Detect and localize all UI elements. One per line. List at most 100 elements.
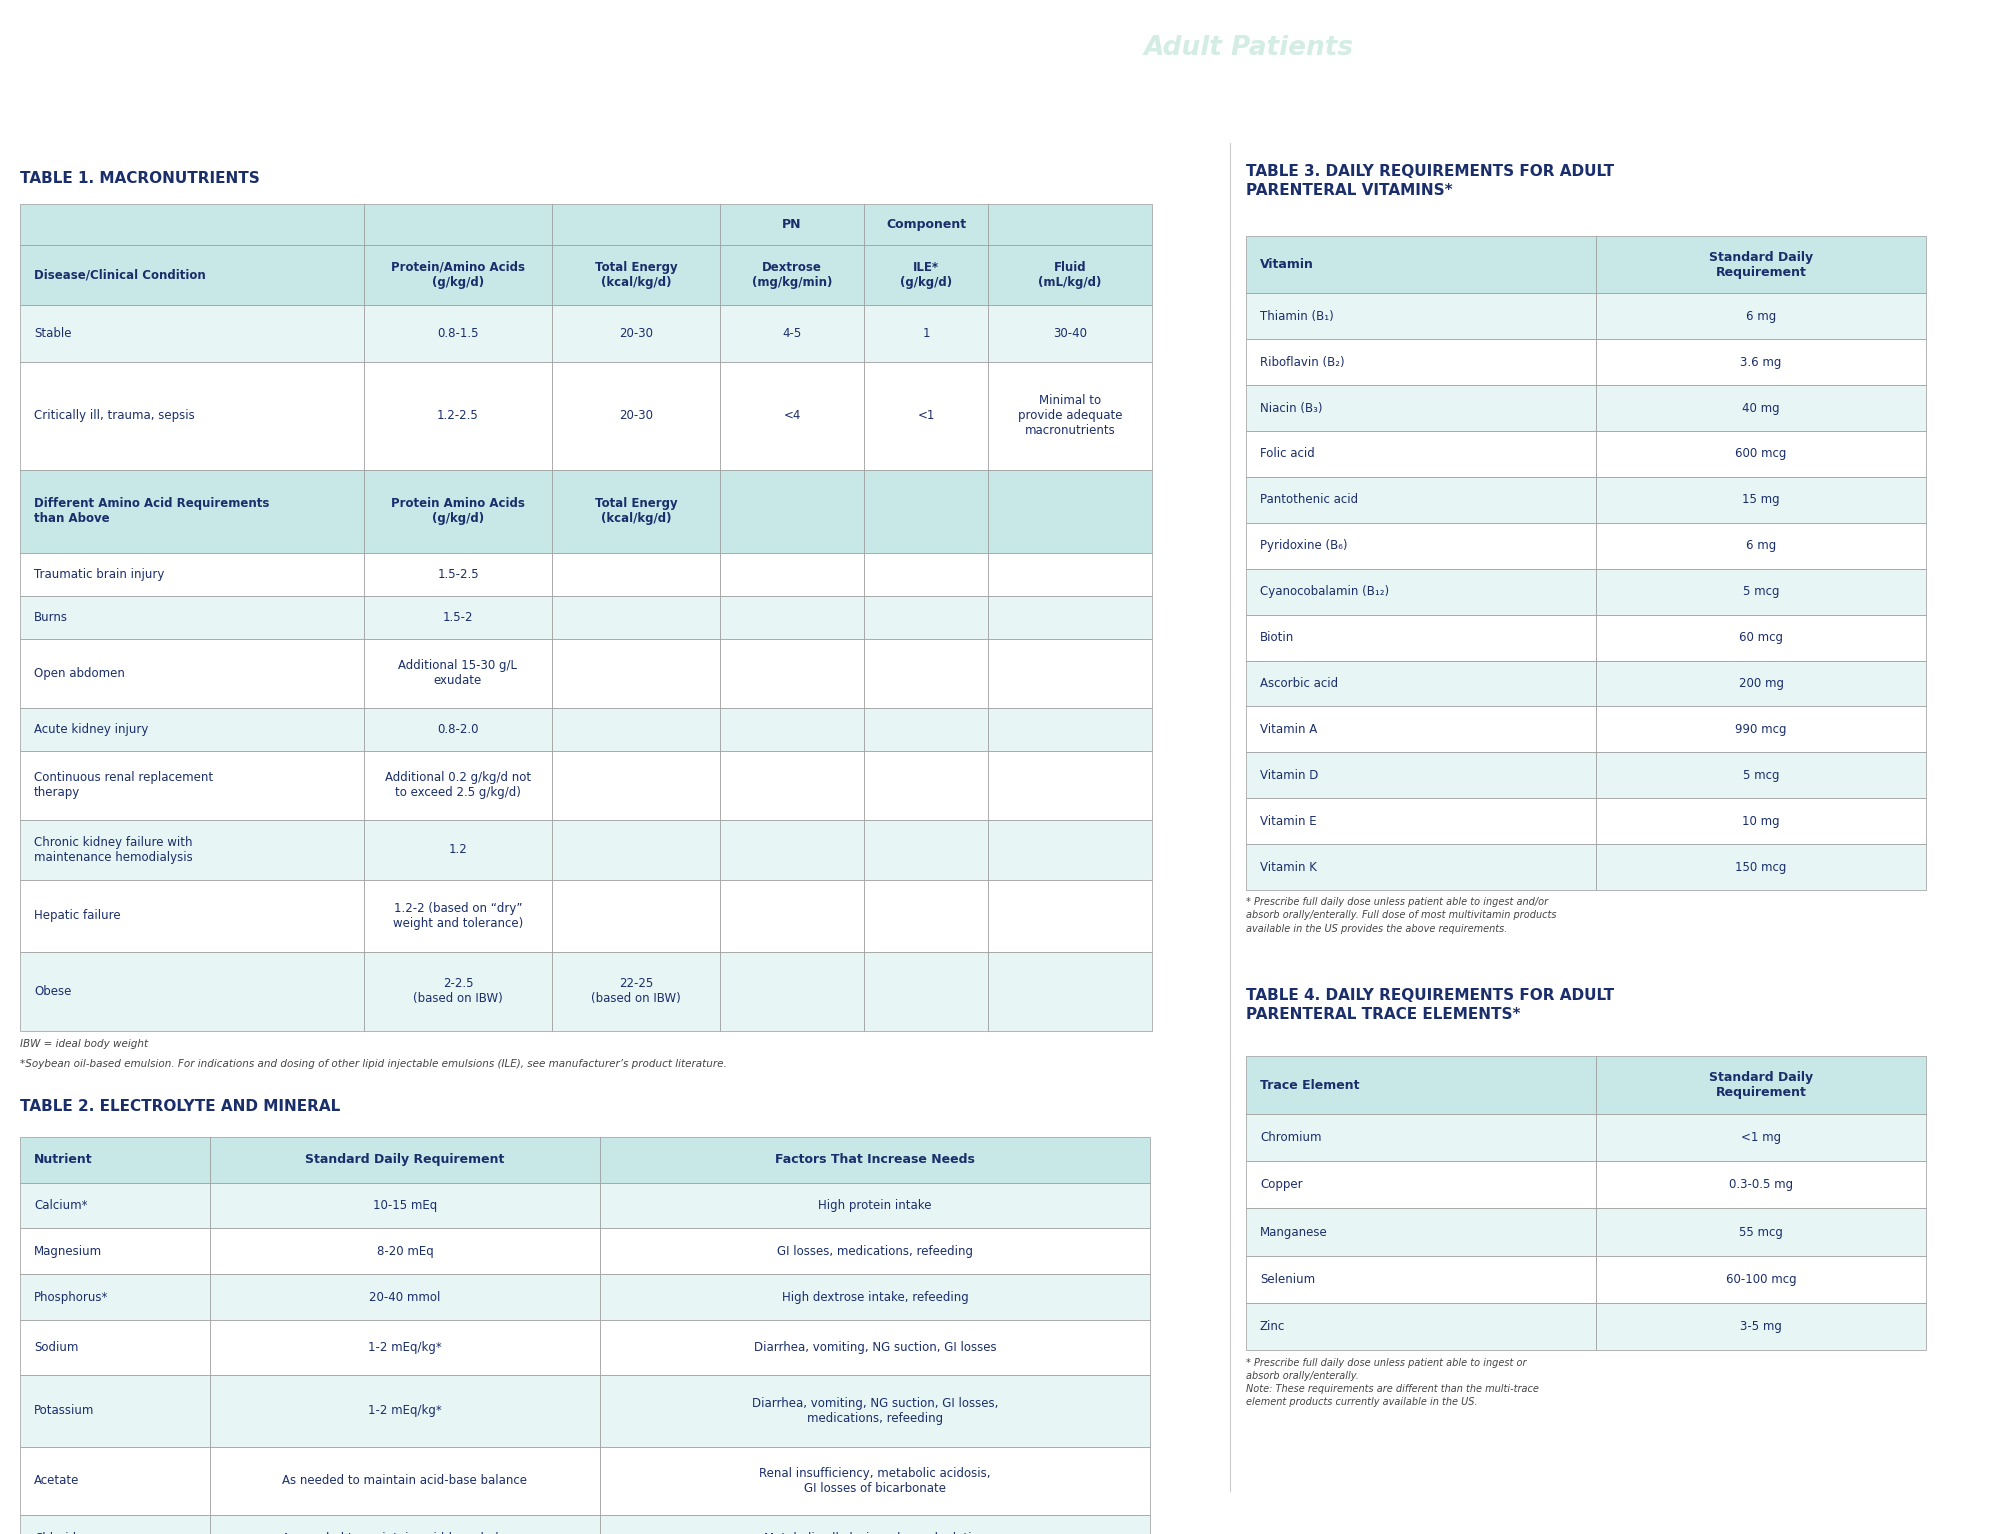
FancyBboxPatch shape	[210, 1229, 600, 1275]
FancyBboxPatch shape	[210, 1516, 600, 1534]
FancyBboxPatch shape	[1596, 1057, 1926, 1114]
FancyBboxPatch shape	[20, 881, 364, 951]
Text: 0.3-0.5 mg: 0.3-0.5 mg	[1728, 1178, 1794, 1192]
Text: Metabolic alkalosis, volume depletion: Metabolic alkalosis, volume depletion	[764, 1532, 986, 1534]
FancyBboxPatch shape	[552, 362, 720, 469]
FancyBboxPatch shape	[552, 881, 720, 951]
Text: Acute kidney injury: Acute kidney injury	[34, 723, 148, 736]
Text: Acetate: Acetate	[34, 1474, 80, 1488]
FancyBboxPatch shape	[552, 244, 720, 305]
Text: 6 mg: 6 mg	[1746, 540, 1776, 552]
FancyBboxPatch shape	[552, 204, 720, 244]
Text: Niacin (B₃): Niacin (B₃)	[1260, 402, 1322, 414]
FancyBboxPatch shape	[1246, 844, 1596, 890]
Text: 1-2 mEq/kg*: 1-2 mEq/kg*	[368, 1341, 442, 1355]
Text: Ascorbic acid: Ascorbic acid	[1260, 676, 1338, 690]
Text: <1 mg: <1 mg	[1740, 1131, 1782, 1144]
FancyBboxPatch shape	[600, 1183, 1150, 1229]
FancyBboxPatch shape	[20, 1516, 210, 1534]
FancyBboxPatch shape	[720, 204, 864, 244]
Text: 10-15 mEq: 10-15 mEq	[372, 1200, 438, 1212]
Text: 10 mg: 10 mg	[1742, 815, 1780, 828]
FancyBboxPatch shape	[364, 597, 552, 640]
FancyBboxPatch shape	[1246, 569, 1596, 615]
Text: Potassium: Potassium	[34, 1404, 94, 1417]
FancyBboxPatch shape	[1246, 523, 1596, 569]
FancyBboxPatch shape	[20, 1137, 210, 1183]
FancyBboxPatch shape	[20, 1374, 210, 1447]
FancyBboxPatch shape	[1596, 477, 1926, 523]
Text: Protein Amino Acids
(g/kg/d): Protein Amino Acids (g/kg/d)	[392, 497, 524, 525]
FancyBboxPatch shape	[364, 707, 552, 750]
Text: IBW = ideal body weight: IBW = ideal body weight	[20, 1039, 148, 1049]
Text: 20-30: 20-30	[620, 327, 652, 341]
Text: 55 mcg: 55 mcg	[1740, 1226, 1782, 1238]
FancyBboxPatch shape	[864, 951, 988, 1031]
Text: 200 mg: 200 mg	[1738, 676, 1784, 690]
FancyBboxPatch shape	[20, 707, 364, 750]
FancyBboxPatch shape	[210, 1137, 600, 1183]
FancyBboxPatch shape	[864, 362, 988, 469]
FancyBboxPatch shape	[20, 244, 364, 305]
Text: * Prescribe full daily dose unless patient able to ingest or
absorb orally/enter: * Prescribe full daily dose unless patie…	[1246, 1358, 1538, 1407]
Text: As needed to maintain acid-base balance: As needed to maintain acid-base balance	[282, 1474, 528, 1488]
FancyBboxPatch shape	[210, 1321, 600, 1374]
Text: As needed to maintain acid-base balance: As needed to maintain acid-base balance	[282, 1532, 528, 1534]
Text: Disease/Clinical Condition: Disease/Clinical Condition	[34, 268, 206, 281]
Text: TABLE 2. ELECTROLYTE AND MINERAL: TABLE 2. ELECTROLYTE AND MINERAL	[20, 1100, 340, 1114]
Text: 60 mcg: 60 mcg	[1740, 630, 1784, 644]
FancyBboxPatch shape	[1596, 615, 1926, 661]
FancyBboxPatch shape	[720, 707, 864, 750]
Text: *Soybean oil-based emulsion. For indications and dosing of other lipid injectabl: *Soybean oil-based emulsion. For indicat…	[20, 1060, 726, 1069]
Text: Chronic kidney failure with
maintenance hemodialysis: Chronic kidney failure with maintenance …	[34, 836, 192, 864]
FancyBboxPatch shape	[1596, 385, 1926, 431]
FancyBboxPatch shape	[1596, 752, 1926, 798]
FancyBboxPatch shape	[210, 1183, 600, 1229]
FancyBboxPatch shape	[1246, 752, 1596, 798]
FancyBboxPatch shape	[988, 204, 1152, 244]
Text: Burns: Burns	[34, 611, 68, 624]
Text: Chromium: Chromium	[1260, 1131, 1322, 1144]
FancyBboxPatch shape	[1596, 798, 1926, 844]
Text: Diarrhea, vomiting, NG suction, GI losses: Diarrhea, vomiting, NG suction, GI losse…	[754, 1341, 996, 1355]
Text: Vitamin K: Vitamin K	[1260, 861, 1316, 873]
FancyBboxPatch shape	[1246, 1256, 1596, 1302]
FancyBboxPatch shape	[20, 469, 364, 552]
FancyBboxPatch shape	[988, 597, 1152, 640]
FancyBboxPatch shape	[552, 305, 720, 362]
FancyBboxPatch shape	[552, 640, 720, 707]
FancyBboxPatch shape	[552, 951, 720, 1031]
FancyBboxPatch shape	[210, 1447, 600, 1516]
Text: <1: <1	[918, 410, 934, 422]
FancyBboxPatch shape	[20, 750, 364, 819]
FancyBboxPatch shape	[364, 819, 552, 881]
Text: Copper: Copper	[1260, 1178, 1302, 1192]
Text: Additional 15-30 g/L
exudate: Additional 15-30 g/L exudate	[398, 660, 518, 687]
Circle shape	[0, 12, 830, 87]
FancyBboxPatch shape	[720, 597, 864, 640]
Text: Obese: Obese	[34, 985, 72, 997]
Text: Fluid
(mL/kg/d): Fluid (mL/kg/d)	[1038, 261, 1102, 288]
FancyBboxPatch shape	[1596, 431, 1926, 477]
Text: 1.5-2.5: 1.5-2.5	[438, 568, 478, 581]
Text: 1: 1	[922, 327, 930, 341]
Text: Critically ill, trauma, sepsis: Critically ill, trauma, sepsis	[34, 410, 194, 422]
FancyBboxPatch shape	[1246, 1302, 1596, 1350]
Text: 20-40 mmol: 20-40 mmol	[370, 1290, 440, 1304]
Text: 40 mg: 40 mg	[1742, 402, 1780, 414]
FancyBboxPatch shape	[1246, 1114, 1596, 1161]
Text: Pantothenic acid: Pantothenic acid	[1260, 494, 1358, 506]
Text: 0.8-1.5: 0.8-1.5	[438, 327, 478, 341]
Text: Riboflavin (B₂): Riboflavin (B₂)	[1260, 356, 1344, 368]
Text: 15 mg: 15 mg	[1742, 494, 1780, 506]
Text: Stable: Stable	[34, 327, 72, 341]
Text: Vitamin A: Vitamin A	[1260, 723, 1318, 736]
Text: Calcium*: Calcium*	[34, 1200, 88, 1212]
Text: Biotin: Biotin	[1260, 630, 1294, 644]
FancyBboxPatch shape	[600, 1137, 1150, 1183]
Text: Standard Daily
Requirement: Standard Daily Requirement	[1708, 1071, 1814, 1098]
Text: GI losses, medications, refeeding: GI losses, medications, refeeding	[776, 1246, 972, 1258]
Text: Standard Daily
Requirement: Standard Daily Requirement	[1708, 250, 1814, 279]
Text: Sodium: Sodium	[34, 1341, 78, 1355]
FancyBboxPatch shape	[720, 951, 864, 1031]
